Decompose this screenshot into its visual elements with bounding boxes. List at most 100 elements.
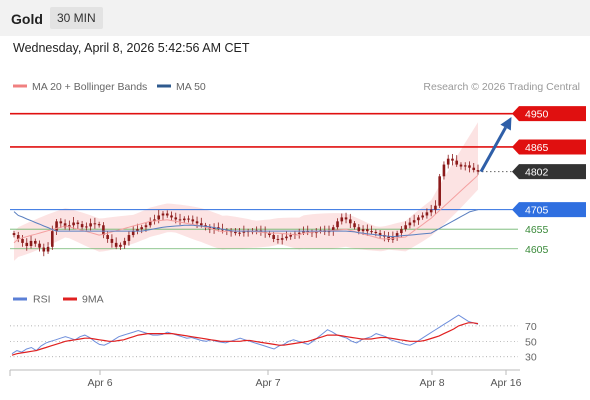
chart-credit: Research © 2026 Trading Central (423, 81, 580, 93)
level-label-4802: 4802 (525, 167, 549, 179)
candle-body (51, 231, 54, 247)
candle-body (404, 225, 407, 230)
projection-arrow-head (500, 117, 512, 131)
candle-body (102, 225, 105, 236)
candle-body (463, 165, 467, 167)
candle-body (29, 240, 33, 247)
candle-body (119, 244, 122, 247)
candle-body (336, 221, 339, 228)
rsi-line (11, 314, 479, 355)
price-chart: 4950 4865 4802 4705 4655 4605 (10, 106, 586, 261)
candle-body (344, 217, 348, 220)
candle-body (268, 233, 271, 236)
candle-body (421, 215, 424, 218)
candle-body (212, 227, 216, 230)
candle-body (242, 231, 246, 233)
candle-body (417, 217, 420, 221)
level-tag-4802 (512, 164, 586, 180)
candle-body (370, 231, 373, 233)
candle-body (442, 164, 446, 177)
level-tag-4865 (512, 139, 586, 155)
x-tick-label: Apr 7 (255, 377, 280, 389)
candle-body (357, 227, 361, 232)
x-tick-label: Apr 6 (87, 377, 112, 389)
candle-body (395, 233, 399, 238)
candle-body (438, 176, 441, 206)
top-bar: Gold 30 MIN (0, 0, 590, 36)
projection-arrow (479, 117, 512, 173)
candle-body (451, 158, 454, 161)
candle-body (12, 233, 16, 236)
candle-body (178, 219, 182, 221)
timeframe-button[interactable]: 30 MIN (50, 7, 103, 29)
candle-body (85, 226, 88, 228)
level-lines (10, 112, 518, 250)
candle-body (476, 170, 480, 172)
candle-body (276, 238, 280, 240)
candle-body (153, 219, 156, 222)
candle-body (302, 231, 305, 233)
candle-body (46, 246, 50, 252)
candle-body (374, 231, 378, 234)
legend-swatch-ma20 (13, 84, 27, 88)
level-tag-4705 (512, 202, 586, 218)
candle-body (16, 235, 20, 239)
rsi-9ma-line (11, 322, 479, 356)
candle-body (55, 221, 58, 232)
candle-body (272, 235, 275, 239)
level-tags: 4950 4865 4802 4705 4655 4605 (512, 106, 586, 256)
candle-body (234, 231, 237, 234)
candle-body (106, 235, 109, 239)
candle-body (459, 164, 463, 167)
candle-body (63, 223, 67, 228)
bollinger-band (14, 122, 478, 261)
x-tick-label: Apr 8 (419, 377, 444, 389)
candle-body (21, 238, 24, 243)
rsi-tick-50: 50 (525, 336, 537, 348)
x-ticks: Apr 6 Apr 7 Apr 8 Apr 16 (9, 370, 522, 389)
candle-body (425, 212, 429, 216)
candle-body (229, 231, 233, 233)
candle-body (174, 217, 178, 220)
candle-body (221, 229, 224, 231)
candles (12, 153, 480, 257)
candle-body (72, 222, 75, 226)
legend-swatch-9ma (63, 297, 77, 301)
x-axis: Apr 6 Apr 7 Apr 8 Apr 16 (9, 369, 522, 389)
candle-body (182, 218, 186, 221)
candle-body (289, 235, 292, 237)
projection-arrow-line (479, 126, 507, 173)
candle-body (161, 213, 165, 216)
candle-body (200, 223, 203, 226)
candle-body (131, 231, 135, 236)
level-label-4950: 4950 (525, 109, 549, 121)
candle-body (331, 227, 335, 232)
candle-body (238, 232, 241, 234)
candle-body (429, 209, 433, 213)
candle-body (353, 223, 356, 228)
candle-body (110, 238, 114, 243)
candle-body (42, 247, 46, 252)
candle-body (187, 218, 190, 220)
candle-body (25, 242, 29, 247)
rsi-tick-70: 70 (525, 321, 537, 333)
candle-body (446, 158, 450, 165)
chart-datetime: Wednesday, April 8, 2026 5:42:56 AM CET (13, 41, 250, 55)
candle-body (68, 225, 71, 228)
rsi-chart: 30 50 70 (10, 314, 537, 364)
candle-body (123, 240, 126, 245)
candle-body (114, 242, 118, 247)
candle-body (472, 167, 476, 171)
instrument-name: Gold (11, 11, 43, 27)
candle-body (285, 236, 288, 239)
candle-body (366, 229, 369, 232)
level-label-4705: 4705 (525, 205, 549, 217)
legend-label-ma20: MA 20 + Bollinger Bands (32, 81, 147, 93)
rsi-gridlines (10, 325, 518, 358)
candle-body (455, 160, 459, 165)
candle-body (468, 165, 471, 168)
candle-body (33, 240, 37, 244)
candle-body (408, 222, 412, 226)
candle-body (97, 224, 101, 226)
